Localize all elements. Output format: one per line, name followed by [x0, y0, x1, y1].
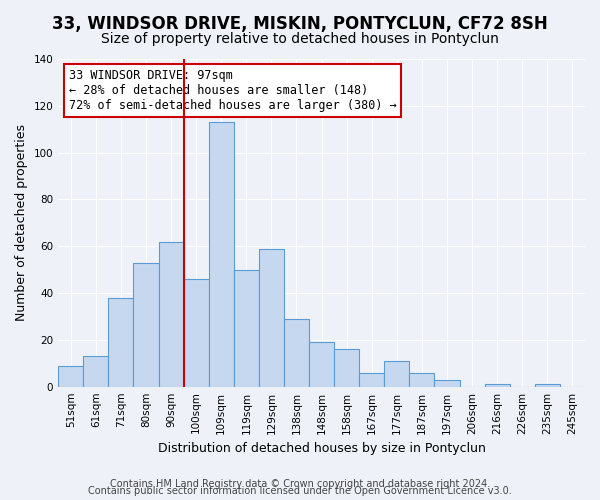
Text: 33 WINDSOR DRIVE: 97sqm
← 28% of detached houses are smaller (148)
72% of semi-d: 33 WINDSOR DRIVE: 97sqm ← 28% of detache…: [69, 69, 397, 112]
Bar: [184, 279, 209, 386]
Text: Size of property relative to detached houses in Pontyclun: Size of property relative to detached ho…: [101, 32, 499, 46]
Bar: [158, 242, 184, 386]
Bar: [334, 349, 359, 387]
Text: Contains public sector information licensed under the Open Government Licence v3: Contains public sector information licen…: [88, 486, 512, 496]
Bar: [259, 248, 284, 386]
Bar: [284, 319, 309, 386]
Bar: [58, 366, 83, 386]
Bar: [109, 298, 133, 386]
Bar: [385, 361, 409, 386]
Bar: [485, 384, 510, 386]
Bar: [309, 342, 334, 386]
Bar: [434, 380, 460, 386]
Bar: [83, 356, 109, 386]
Text: Contains HM Land Registry data © Crown copyright and database right 2024.: Contains HM Land Registry data © Crown c…: [110, 479, 490, 489]
Bar: [133, 262, 158, 386]
X-axis label: Distribution of detached houses by size in Pontyclun: Distribution of detached houses by size …: [158, 442, 485, 455]
Bar: [359, 372, 385, 386]
Y-axis label: Number of detached properties: Number of detached properties: [15, 124, 28, 322]
Bar: [535, 384, 560, 386]
Bar: [234, 270, 259, 386]
Bar: [209, 122, 234, 386]
Text: 33, WINDSOR DRIVE, MISKIN, PONTYCLUN, CF72 8SH: 33, WINDSOR DRIVE, MISKIN, PONTYCLUN, CF…: [52, 15, 548, 33]
Bar: [409, 372, 434, 386]
